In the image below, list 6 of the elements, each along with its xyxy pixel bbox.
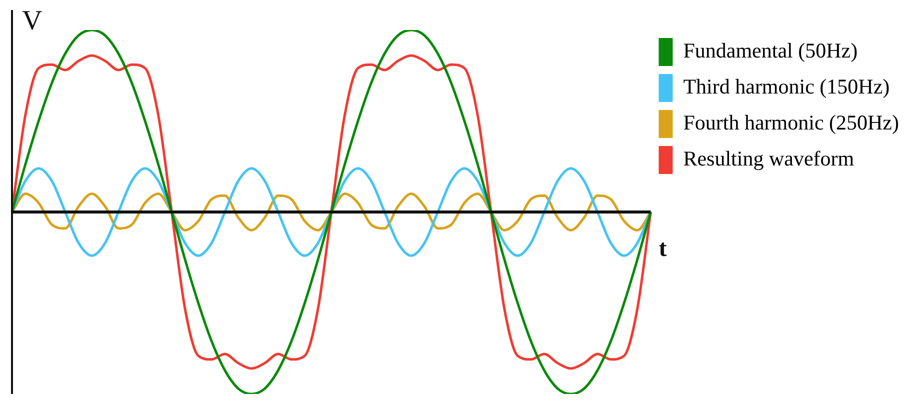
legend-label: Fourth harmonic (250Hz) bbox=[683, 110, 900, 135]
x-axis-title: t bbox=[658, 236, 667, 262]
y-axis-title: V bbox=[22, 5, 42, 36]
legend-label: Third harmonic (150Hz) bbox=[683, 74, 890, 99]
legend-label: Resulting waveform bbox=[683, 146, 854, 171]
legend-label: Fundamental (50Hz) bbox=[683, 38, 858, 63]
